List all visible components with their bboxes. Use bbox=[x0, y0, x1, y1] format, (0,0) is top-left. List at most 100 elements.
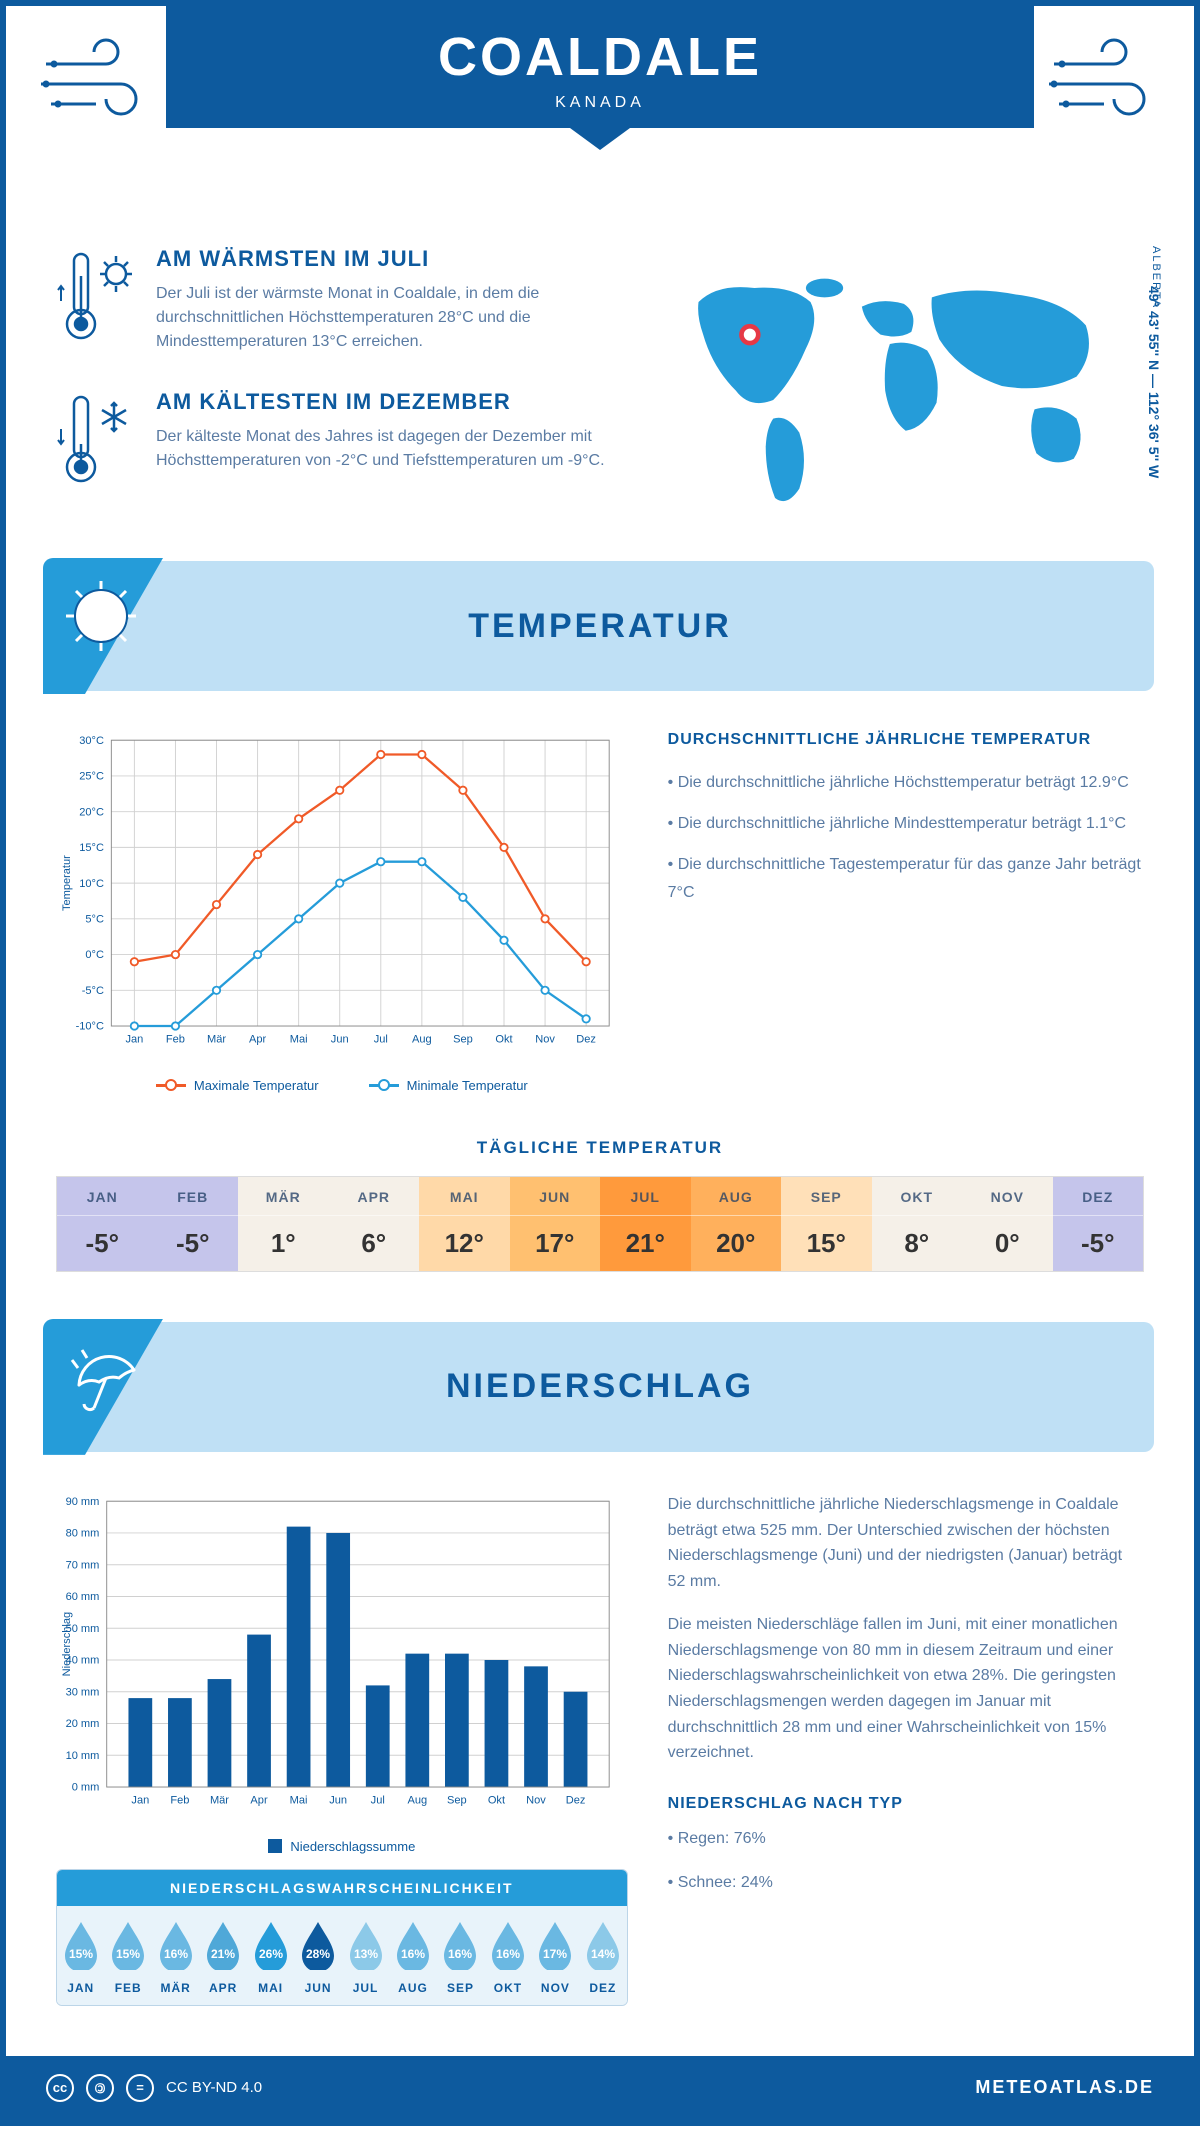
precip-rain: • Regen: 76% bbox=[668, 1826, 1144, 1852]
temperature-summary: DURCHSCHNITTLICHE JÄHRLICHE TEMPERATUR •… bbox=[668, 731, 1144, 1093]
prob-cell: 26%MAI bbox=[247, 1906, 294, 2005]
prob-cell: 21%APR bbox=[199, 1906, 246, 2005]
warmest-fact: AM WÄRMSTEN IM JULI Der Juli ist der wär… bbox=[56, 246, 605, 354]
nd-icon: = bbox=[126, 2074, 154, 2102]
precip-title: NIEDERSCHLAG bbox=[446, 1367, 754, 1406]
prob-cell: 15%FEB bbox=[104, 1906, 151, 2005]
svg-text:-5°C: -5°C bbox=[82, 985, 104, 997]
legend-min: Minimale Temperatur bbox=[407, 1078, 528, 1093]
temperature-title: TEMPERATUR bbox=[468, 607, 732, 646]
temp-bullet-1: • Die durchschnittliche jährliche Höchst… bbox=[668, 769, 1144, 796]
svg-text:Jun: Jun bbox=[329, 1795, 347, 1807]
daily-cell: FEB-5° bbox=[148, 1177, 239, 1271]
precip-p2: Die meisten Niederschläge fallen im Juni… bbox=[668, 1612, 1144, 1766]
svg-text:70 mm: 70 mm bbox=[66, 1559, 100, 1571]
precip-probability-box: NIEDERSCHLAGSWAHRSCHEINLICHKEIT 15%JAN15… bbox=[56, 1869, 628, 2006]
svg-text:Jun: Jun bbox=[331, 1034, 349, 1046]
cc-icon: cc bbox=[46, 2074, 74, 2102]
daily-cell: DEZ-5° bbox=[1053, 1177, 1144, 1271]
svg-text:Jul: Jul bbox=[374, 1034, 388, 1046]
svg-text:13%: 13% bbox=[354, 1947, 378, 1961]
wind-icon bbox=[1044, 34, 1164, 124]
svg-text:25°C: 25°C bbox=[79, 771, 104, 783]
coldest-title: AM KÄLTESTEN IM DEZEMBER bbox=[156, 389, 605, 415]
by-icon: 🄯 bbox=[86, 2074, 114, 2102]
country-name: KANADA bbox=[166, 94, 1034, 112]
svg-text:20 mm: 20 mm bbox=[66, 1718, 100, 1730]
svg-text:0°C: 0°C bbox=[85, 949, 104, 961]
temp-bullet-2: • Die durchschnittliche jährliche Mindes… bbox=[668, 810, 1144, 837]
svg-text:14%: 14% bbox=[591, 1947, 615, 1961]
svg-text:Feb: Feb bbox=[166, 1034, 185, 1046]
svg-text:Sep: Sep bbox=[447, 1795, 467, 1807]
daily-cell: JUN17° bbox=[510, 1177, 601, 1271]
prob-cell: 14%DEZ bbox=[579, 1906, 626, 2005]
prob-cell: 28%JUN bbox=[294, 1906, 341, 2005]
daily-cell: MÄR1° bbox=[238, 1177, 329, 1271]
legend-max: Maximale Temperatur bbox=[194, 1078, 319, 1093]
prob-cell: 13%JUL bbox=[342, 1906, 389, 2005]
svg-text:Jul: Jul bbox=[371, 1795, 385, 1807]
svg-text:Okt: Okt bbox=[488, 1795, 505, 1807]
daily-cell: JUL21° bbox=[600, 1177, 691, 1271]
svg-text:26%: 26% bbox=[259, 1947, 283, 1961]
prob-cell: 16%AUG bbox=[389, 1906, 436, 2005]
daily-temp-table: JAN-5°FEB-5°MÄR1°APR6°MAI12°JUN17°JUL21°… bbox=[56, 1176, 1144, 1272]
thermometer-snow-icon bbox=[56, 389, 136, 489]
svg-text:Nov: Nov bbox=[526, 1795, 546, 1807]
svg-text:90 mm: 90 mm bbox=[66, 1496, 100, 1508]
svg-text:16%: 16% bbox=[448, 1947, 472, 1961]
svg-text:Apr: Apr bbox=[250, 1795, 268, 1807]
city-name: COALDALE bbox=[166, 26, 1034, 88]
svg-text:30°C: 30°C bbox=[79, 735, 104, 747]
svg-text:15°C: 15°C bbox=[79, 842, 104, 854]
svg-text:0 mm: 0 mm bbox=[72, 1782, 100, 1794]
daily-cell: SEP15° bbox=[781, 1177, 872, 1271]
temp-bullet-3: • Die durchschnittliche Tagestemperatur … bbox=[668, 851, 1144, 905]
license-text: CC BY-ND 4.0 bbox=[166, 2079, 262, 2096]
site-name: METEOATLAS.DE bbox=[975, 2077, 1154, 2098]
world-map bbox=[645, 246, 1144, 526]
thermometer-sun-icon bbox=[56, 246, 136, 346]
wind-icon bbox=[36, 34, 156, 124]
svg-text:5°C: 5°C bbox=[85, 914, 104, 926]
coldest-text: Der kälteste Monat des Jahres ist dagege… bbox=[156, 425, 605, 473]
prob-cell: 16%SEP bbox=[437, 1906, 484, 2005]
svg-text:10°C: 10°C bbox=[79, 878, 104, 890]
svg-text:15%: 15% bbox=[69, 1947, 93, 1961]
daily-cell: NOV0° bbox=[962, 1177, 1053, 1271]
temp-summary-title: DURCHSCHNITTLICHE JÄHRLICHE TEMPERATUR bbox=[668, 731, 1144, 749]
svg-text:16%: 16% bbox=[401, 1947, 425, 1961]
svg-text:10 mm: 10 mm bbox=[66, 1750, 100, 1762]
svg-text:Aug: Aug bbox=[407, 1795, 427, 1807]
precip-snow: • Schnee: 24% bbox=[668, 1870, 1144, 1896]
svg-text:Jan: Jan bbox=[125, 1034, 143, 1046]
coordinates: 49° 43' 55'' N — 112° 36' 5'' W bbox=[1146, 286, 1162, 478]
precip-summary: Die durchschnittliche jährliche Niedersc… bbox=[668, 1492, 1144, 2006]
svg-text:20°C: 20°C bbox=[79, 806, 104, 818]
precip-section-head: NIEDERSCHLAG bbox=[46, 1322, 1154, 1452]
svg-text:30 mm: 30 mm bbox=[66, 1686, 100, 1698]
svg-text:-10°C: -10°C bbox=[76, 1021, 104, 1033]
precip-legend: Niederschlagssumme bbox=[290, 1839, 415, 1854]
daily-cell: AUG20° bbox=[691, 1177, 782, 1271]
svg-text:16%: 16% bbox=[164, 1947, 188, 1961]
svg-text:Aug: Aug bbox=[412, 1034, 432, 1046]
svg-text:Okt: Okt bbox=[495, 1034, 512, 1046]
daily-cell: MAI12° bbox=[419, 1177, 510, 1271]
precip-p1: Die durchschnittliche jährliche Niedersc… bbox=[668, 1492, 1144, 1594]
svg-text:Nov: Nov bbox=[535, 1034, 555, 1046]
svg-text:Mär: Mär bbox=[210, 1795, 229, 1807]
svg-text:Mai: Mai bbox=[290, 1034, 308, 1046]
prob-cell: 16%OKT bbox=[484, 1906, 531, 2005]
sun-icon bbox=[64, 579, 139, 654]
header: COALDALE KANADA bbox=[6, 6, 1194, 206]
title-banner: COALDALE KANADA bbox=[166, 6, 1034, 128]
svg-text:80 mm: 80 mm bbox=[66, 1528, 100, 1540]
svg-text:Apr: Apr bbox=[249, 1034, 267, 1046]
daily-temp-title: TÄGLICHE TEMPERATUR bbox=[6, 1138, 1194, 1158]
svg-text:Feb: Feb bbox=[170, 1795, 189, 1807]
svg-text:Mär: Mär bbox=[207, 1034, 226, 1046]
temperature-section-head: TEMPERATUR bbox=[46, 561, 1154, 691]
warmest-title: AM WÄRMSTEN IM JULI bbox=[156, 246, 605, 272]
